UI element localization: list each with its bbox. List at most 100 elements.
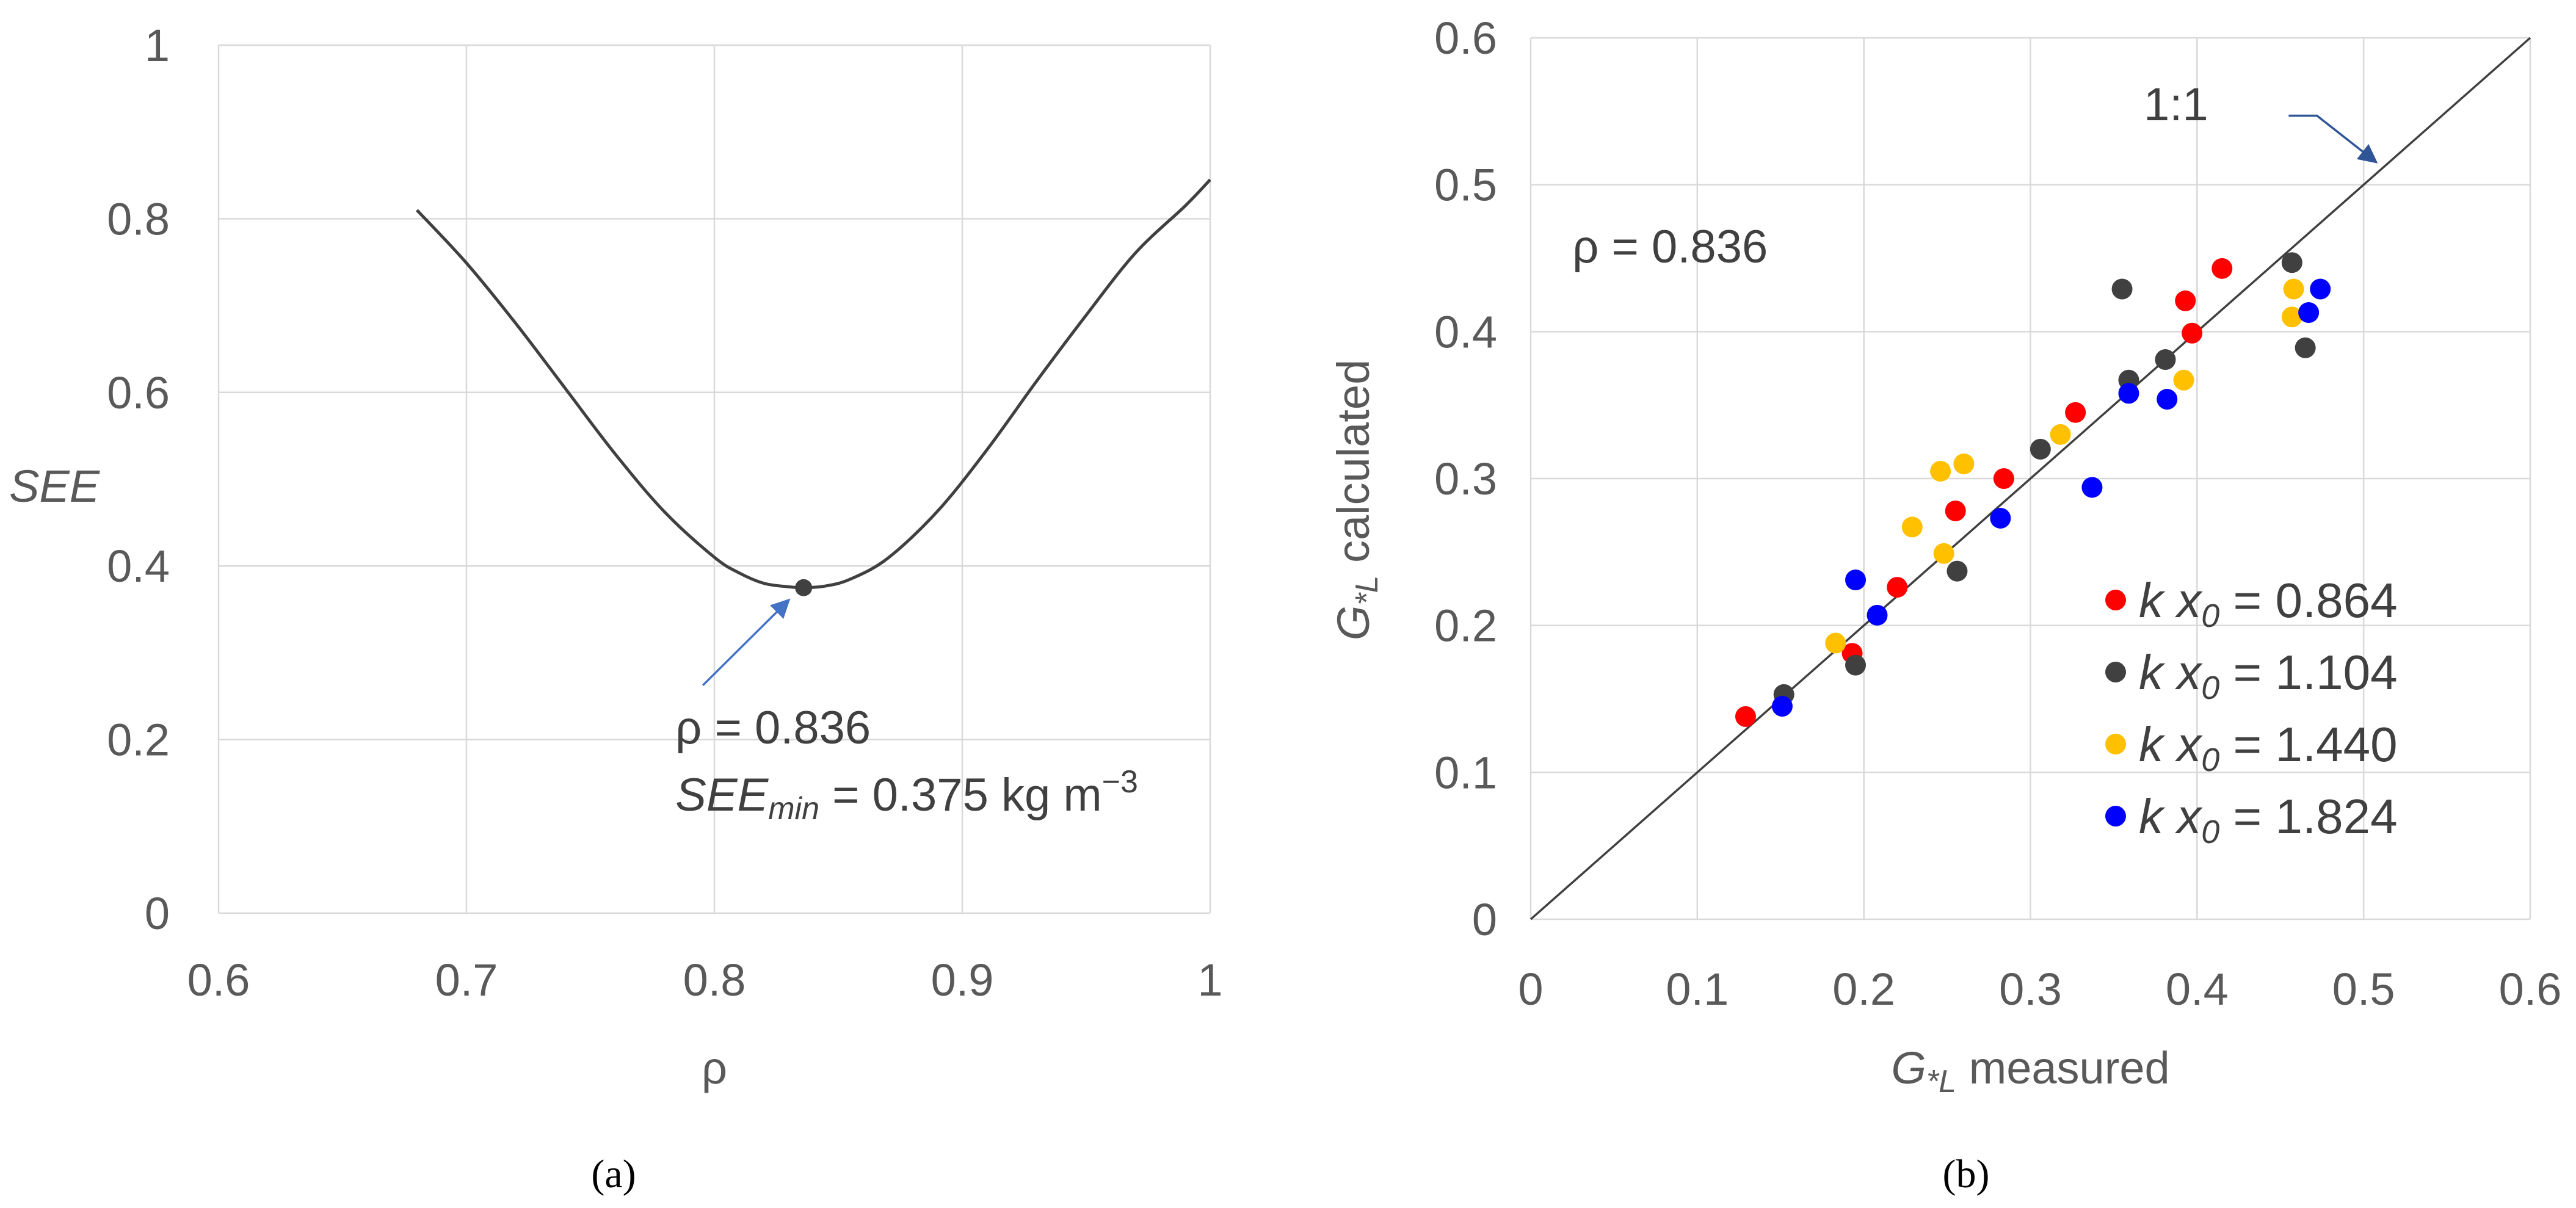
- scatter-point-series-1: [1993, 468, 2014, 489]
- legend-label: k x0 = 0.864: [2139, 573, 2398, 634]
- scatter-point-series-2: [1845, 654, 1867, 676]
- scatter-point-series-4: [1990, 507, 2011, 529]
- legend-subscript: 0: [2201, 814, 2219, 850]
- chart-b-x-tick-label: 0.4: [2166, 964, 2229, 1015]
- legend-k: k x: [2139, 789, 2203, 844]
- chart-b-x-tick-label: 0: [1518, 964, 1543, 1015]
- scatter-point-series-3: [2050, 424, 2071, 445]
- y-label-symbol: G: [1328, 606, 1379, 641]
- one-to-one-arrow: [2288, 114, 2378, 164]
- chart-b-x-tick-label: 0.3: [1999, 964, 2062, 1015]
- x-label-text: measured: [1956, 1043, 2170, 1093]
- legend-k: k x: [2139, 717, 2203, 772]
- minimum-annotation-arrow: [702, 598, 791, 686]
- chart-b-x-tick-label: 0.6: [2499, 964, 2562, 1015]
- see-minimum-point: [795, 579, 813, 596]
- chart-b-rho-annotation: ρ = 0.836: [1572, 221, 1768, 273]
- chart-b-y-tick-label: 0.2: [1434, 601, 1497, 651]
- chart-a-x-tick-label: 0.8: [683, 955, 746, 1005]
- chart-a-grid: [217, 44, 1211, 914]
- chart-b-x-tick-label: 0.1: [1666, 964, 1729, 1015]
- scatter-point-series-4: [1771, 696, 1793, 717]
- scatter-point-series-3: [2173, 369, 2194, 391]
- one-to-one-line: [1529, 37, 2531, 920]
- legend-value: = 1.440: [2219, 717, 2397, 772]
- legend-subscript: 0: [2201, 742, 2219, 778]
- scatter-point-series-4: [1845, 570, 1867, 591]
- chart-b-y-tick-label: 0.3: [1434, 454, 1497, 504]
- see-min-subscript: min: [768, 791, 819, 826]
- scatter-point-series-4: [2298, 302, 2320, 324]
- panel-label-b: (b): [1943, 1152, 1990, 1196]
- scatter-point-series-4: [2310, 278, 2331, 300]
- chart-a-y-tick-label: 0: [145, 888, 170, 939]
- scatter-point-series-1: [1887, 577, 1908, 598]
- x-label-subscript: *L: [1926, 1064, 1956, 1099]
- legend-subscript: 0: [2201, 670, 2219, 706]
- chart-b-ticks: 0 0.1 0.2 0.3 0.4 0.5 0.6 0 0.1 0.2 0.3 0.4 0.5 0.6: [1434, 13, 2561, 1015]
- legend-marker: [2105, 662, 2126, 682]
- chart-a-y-tick-label: 0.8: [107, 193, 170, 244]
- legend-value: = 1.104: [2219, 645, 2397, 700]
- chart-a-ticks: 0.6 0.7 0.8 0.9 1 0 0.2 0.4 0.6 0.8 1: [107, 20, 1222, 1005]
- scatter-point-series-2: [2295, 337, 2316, 358]
- scatter-points: [1735, 252, 2331, 727]
- scatter-point-series-3: [2281, 306, 2302, 328]
- chart-a-y-axis-label: SEE: [9, 461, 101, 512]
- scatter-point-series-1: [2065, 402, 2086, 423]
- chart-b-y-tick-label: 0: [1472, 894, 1497, 945]
- chart-b-x-axis-label: G*L measured: [1891, 1043, 2169, 1099]
- scatter-point-series-3: [1901, 516, 1923, 538]
- scatter-point-series-4: [2081, 477, 2103, 498]
- scatter-point-series-3: [1825, 632, 1846, 654]
- y-label-text: calculated: [1328, 360, 1379, 576]
- legend-marker: [2105, 806, 2126, 826]
- see-min-value: = 0.375 kg m: [819, 769, 1102, 821]
- chart-b-x-tick-label: 0.5: [2332, 964, 2395, 1015]
- chart-b-y-tick-label: 0.5: [1434, 160, 1497, 211]
- panel-label-a: (a): [591, 1152, 636, 1196]
- scatter-point-series-4: [2118, 383, 2139, 404]
- legend-k: k x: [2139, 573, 2203, 628]
- scatter-point-series-1: [2211, 258, 2233, 279]
- scatter-point-series-2: [2281, 252, 2302, 273]
- scatter-point-series-4: [2157, 389, 2178, 410]
- scatter-point-series-2: [2111, 278, 2133, 300]
- scatter-point-series-3: [1933, 543, 1954, 564]
- legend-value: = 0.864: [2219, 573, 2397, 628]
- scatter-point-series-2: [1947, 560, 1968, 582]
- chart-b-y-tick-label: 0.4: [1434, 306, 1497, 357]
- legend-marker: [2105, 590, 2126, 610]
- legend-subscript: 0: [2201, 598, 2219, 634]
- chart-a-x-tick-label: 0.6: [187, 955, 250, 1005]
- chart-b: 0 0.1 0.2 0.3 0.4 0.5 0.6 0 0.1 0.2 0.3 0.4 0.5 0.6 1…: [1328, 13, 2561, 1196]
- scatter-point-series-3: [1930, 460, 1951, 482]
- chart-b-y-axis-label: G*L calculated: [1328, 360, 1385, 641]
- annotation-see-min: SEEmin = 0.375 kg m−3: [675, 764, 1138, 826]
- see-min-symbol: SEE: [675, 769, 769, 821]
- legend-k: k x: [2139, 645, 2203, 700]
- scatter-point-series-1: [2175, 290, 2196, 311]
- one-to-one-label: 1:1: [2144, 79, 2208, 131]
- see-curve-line: [415, 178, 1211, 590]
- scatter-point-series-1: [1735, 706, 1756, 727]
- legend-label: k x0 = 1.440: [2139, 717, 2398, 778]
- scatter-point-series-2: [2030, 438, 2051, 460]
- scatter-point-series-2: [2155, 349, 2176, 371]
- chart-a-y-tick-label: 0.4: [107, 541, 170, 591]
- chart-a-x-tick-label: 0.7: [435, 955, 498, 1005]
- chart-a-y-tick-label: 0.6: [107, 367, 170, 418]
- chart-a-y-tick-label: 0.2: [107, 715, 170, 765]
- chart-a-x-tick-label: 1: [1197, 955, 1222, 1005]
- chart-a-x-tick-label: 0.9: [931, 955, 994, 1005]
- annotation-rho: ρ = 0.836: [675, 702, 871, 754]
- chart-a-x-axis-label: ρ: [702, 1043, 727, 1093]
- see-min-exponent: −3: [1102, 764, 1138, 800]
- x-label-symbol: G: [1891, 1043, 1926, 1093]
- legend-label: k x0 = 1.104: [2139, 645, 2398, 706]
- y-label-subscript: *L: [1349, 576, 1385, 606]
- legend-value: = 1.824: [2219, 789, 2397, 844]
- chart-b-y-tick-label: 0.6: [1434, 13, 1497, 63]
